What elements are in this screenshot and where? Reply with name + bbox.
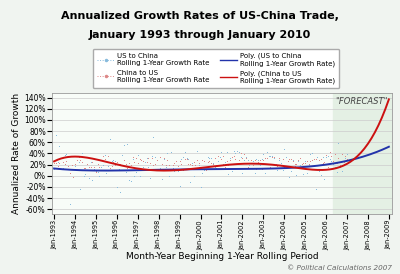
Y-axis label: Annualized Rate of Growth: Annualized Rate of Growth: [12, 93, 21, 214]
Text: January 1993 through January 2010: January 1993 through January 2010: [89, 30, 311, 40]
Bar: [333, 93, 390, 214]
X-axis label: Month-Year Beginning 1-Year Rolling Period: Month-Year Beginning 1-Year Rolling Peri…: [126, 252, 318, 261]
Text: "FORECAST": "FORECAST": [335, 97, 388, 106]
Text: Annualized Growth Rates of US-China Trade,: Annualized Growth Rates of US-China Trad…: [61, 11, 339, 21]
Legend: US to China
Rolling 1-Year Growth Rate, China to US
Rolling 1-Year Growth Rate, : US to China Rolling 1-Year Growth Rate, …: [93, 48, 339, 89]
Text: © Political Calculations 2007: © Political Calculations 2007: [287, 265, 392, 271]
